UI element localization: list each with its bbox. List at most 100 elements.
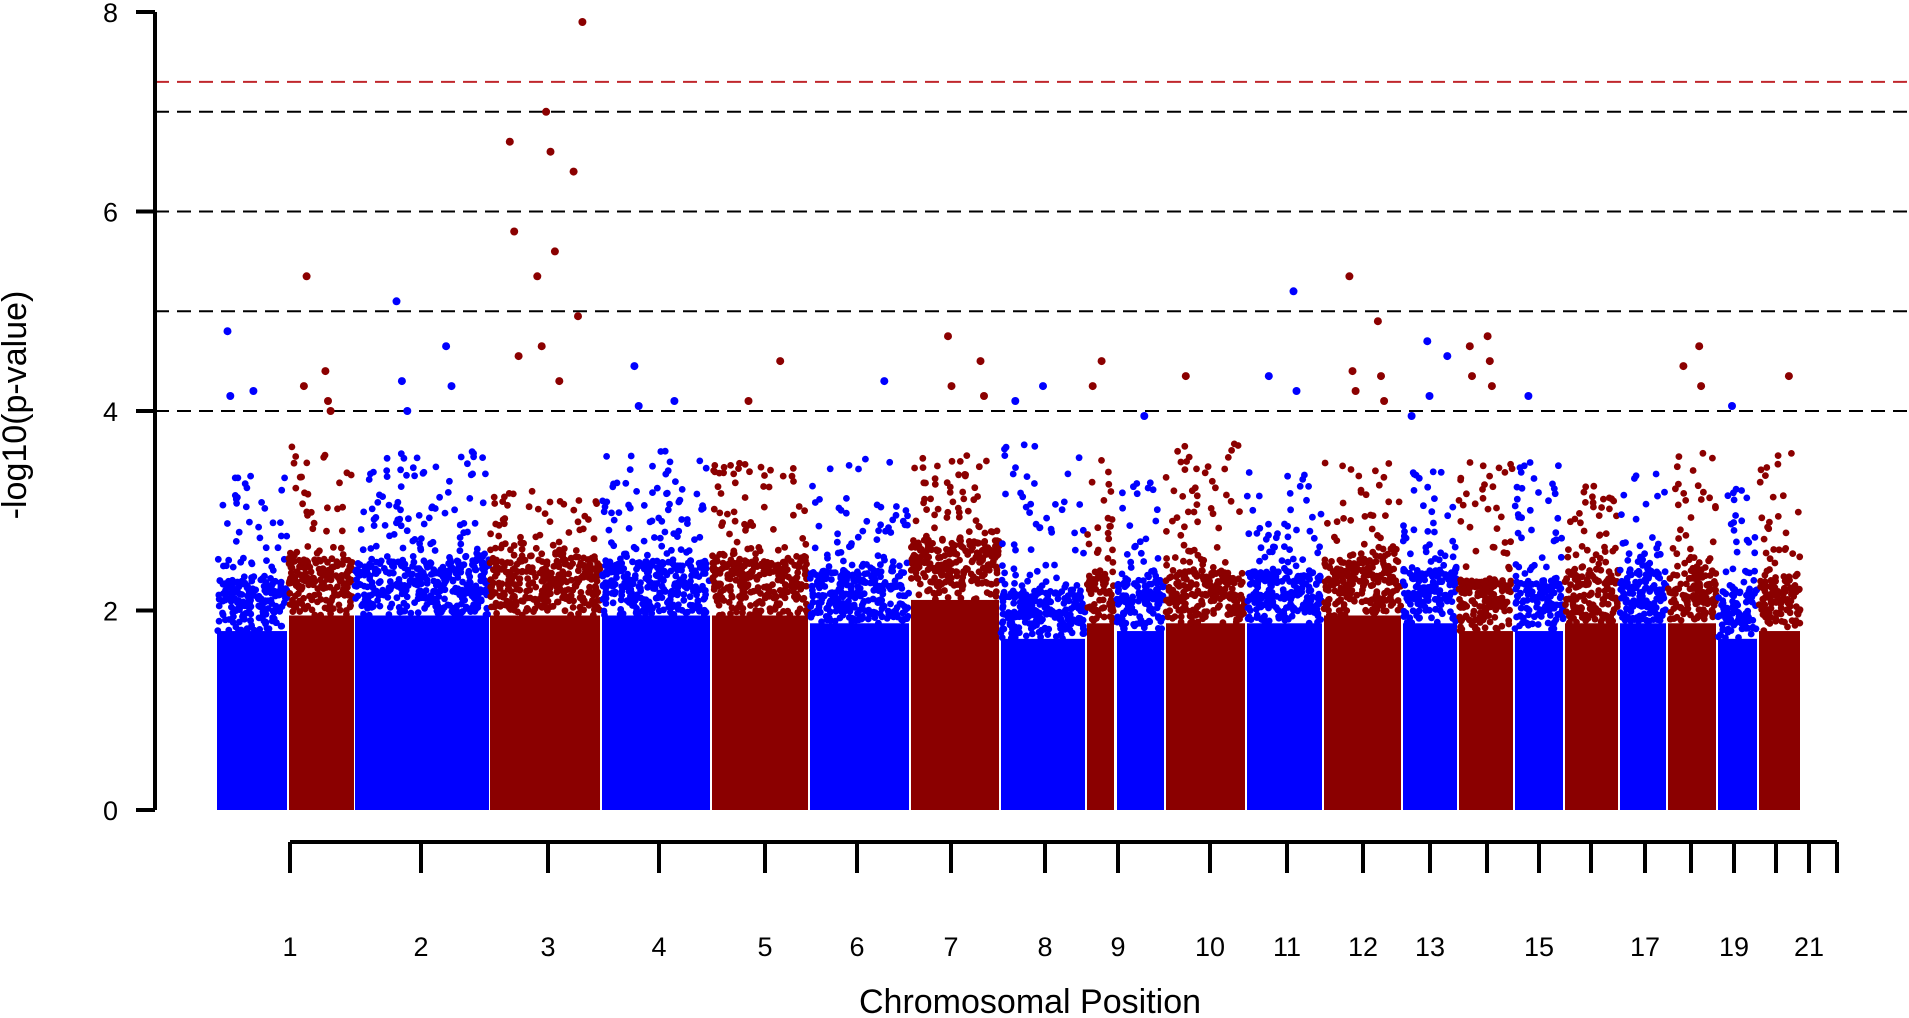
snp-point bbox=[970, 496, 978, 504]
snp-point bbox=[360, 582, 368, 590]
snp-point bbox=[1576, 592, 1584, 600]
snp-point bbox=[1387, 566, 1394, 574]
snp-point bbox=[235, 618, 243, 626]
snp-point bbox=[1119, 489, 1126, 497]
snp-point bbox=[948, 574, 955, 582]
snp-point bbox=[580, 606, 587, 614]
chromosome-12-dense-points bbox=[1166, 623, 1245, 810]
snp-point bbox=[1599, 600, 1606, 608]
snp-point bbox=[1229, 574, 1237, 582]
snp-point bbox=[1595, 512, 1603, 519]
snp-point bbox=[1261, 553, 1269, 561]
snp-point bbox=[1212, 484, 1219, 492]
snp-point bbox=[563, 561, 570, 568]
snp-point bbox=[1177, 613, 1185, 620]
snp-point bbox=[1044, 592, 1052, 600]
snp-point bbox=[311, 556, 318, 564]
snp-point bbox=[261, 505, 269, 512]
snp-point bbox=[669, 556, 677, 564]
snp-point bbox=[946, 483, 954, 491]
snp-point bbox=[1064, 470, 1072, 478]
snp-point bbox=[1630, 597, 1638, 605]
snp-point bbox=[908, 575, 915, 582]
snp-point bbox=[492, 544, 499, 552]
snp-point bbox=[460, 529, 468, 537]
snp-point bbox=[1048, 528, 1056, 536]
snp-point bbox=[1399, 578, 1407, 586]
snp-point bbox=[1412, 471, 1420, 479]
snp-point bbox=[383, 467, 391, 474]
snp-point bbox=[670, 611, 677, 619]
snp-point bbox=[1466, 585, 1473, 592]
snp-point bbox=[1623, 574, 1631, 582]
snp-point bbox=[725, 598, 733, 606]
snp-point bbox=[728, 604, 736, 612]
snp-point bbox=[247, 472, 255, 480]
snp-point bbox=[1724, 492, 1732, 500]
snp-point bbox=[795, 503, 803, 510]
snp-point bbox=[730, 508, 738, 516]
snp-point bbox=[1130, 483, 1137, 491]
snp-point bbox=[633, 488, 640, 495]
snp-point bbox=[580, 554, 588, 562]
snp-point bbox=[1344, 592, 1352, 600]
snp-point bbox=[1481, 624, 1489, 632]
chromosome-14-points bbox=[1320, 459, 1405, 810]
snp-point bbox=[854, 609, 861, 617]
snp-point bbox=[262, 579, 270, 586]
snp-point bbox=[971, 484, 979, 492]
snp-point bbox=[1513, 495, 1521, 503]
snp-point bbox=[1705, 557, 1712, 565]
snp-point bbox=[1758, 514, 1766, 522]
snp-point bbox=[1050, 609, 1057, 616]
snp-point bbox=[886, 458, 894, 466]
snp-point bbox=[929, 564, 936, 572]
snp-point bbox=[1080, 626, 1088, 634]
snp-point bbox=[1144, 571, 1151, 579]
snp-point bbox=[1028, 630, 1036, 638]
snp-point bbox=[1146, 479, 1154, 487]
notable-snp-point bbox=[397, 377, 406, 386]
snp-point bbox=[1635, 571, 1643, 578]
snp-point bbox=[937, 553, 944, 561]
snp-point bbox=[931, 475, 939, 482]
snp-point bbox=[336, 479, 343, 487]
snp-point bbox=[1550, 537, 1558, 545]
snp-point bbox=[1215, 524, 1223, 532]
snp-point bbox=[316, 576, 324, 584]
snp-point bbox=[1071, 546, 1079, 554]
snp-point bbox=[308, 596, 316, 604]
snp-point bbox=[304, 543, 312, 550]
snp-point bbox=[1636, 578, 1644, 586]
snp-point bbox=[1080, 549, 1087, 557]
snp-point bbox=[1312, 581, 1320, 588]
snp-point bbox=[1353, 591, 1361, 599]
snp-point bbox=[592, 498, 600, 505]
snp-point bbox=[1254, 581, 1261, 589]
snp-point bbox=[934, 462, 941, 470]
snp-point bbox=[1356, 559, 1364, 567]
snp-point bbox=[1580, 527, 1588, 535]
snp-point bbox=[1680, 490, 1688, 497]
snp-point bbox=[1520, 462, 1528, 470]
snp-point bbox=[1000, 625, 1008, 633]
snp-point bbox=[540, 577, 548, 585]
snp-point bbox=[674, 579, 681, 587]
snp-point bbox=[1673, 613, 1681, 621]
snp-point bbox=[1502, 585, 1510, 593]
snp-point bbox=[814, 609, 822, 617]
snp-point bbox=[1469, 597, 1477, 604]
snp-point bbox=[1579, 612, 1587, 620]
snp-point bbox=[337, 590, 345, 597]
snp-point bbox=[1743, 591, 1750, 599]
snp-point bbox=[789, 465, 797, 472]
snp-point bbox=[838, 592, 846, 599]
snp-point bbox=[1775, 546, 1783, 554]
snp-point bbox=[628, 579, 636, 587]
snp-point bbox=[1364, 564, 1372, 571]
snp-point bbox=[1169, 517, 1176, 525]
snp-point bbox=[742, 593, 749, 601]
snp-point bbox=[1604, 600, 1612, 608]
snp-point bbox=[589, 611, 597, 619]
snp-point bbox=[714, 594, 722, 601]
